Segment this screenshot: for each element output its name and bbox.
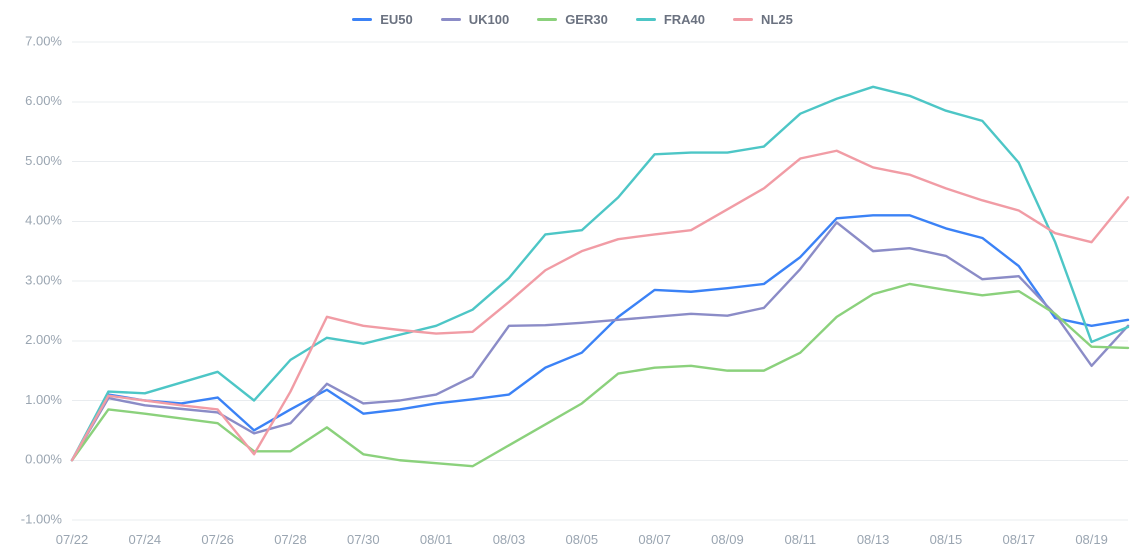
y-tick-label: 7.00%: [25, 33, 62, 48]
y-tick-label: 1.00%: [25, 392, 62, 407]
line-chart: EU50UK100GER30FRA40NL25 -1.00%0.00%1.00%…: [0, 0, 1145, 559]
series-line-fra40[interactable]: [72, 87, 1128, 460]
y-tick-label: -1.00%: [21, 511, 63, 526]
x-tick-label: 08/17: [1002, 532, 1035, 547]
series-line-ger30[interactable]: [72, 284, 1128, 466]
x-tick-label: 08/13: [857, 532, 890, 547]
gridlines: [72, 42, 1128, 520]
x-tick-label: 07/28: [274, 532, 307, 547]
x-tick-label: 07/22: [56, 532, 89, 547]
series-group: [72, 87, 1128, 466]
y-tick-label: 6.00%: [25, 93, 62, 108]
y-axis: -1.00% 0.00% 1.00% 2.00% 3.00% 4.00% 5.00% 6.00…: [21, 33, 63, 526]
x-tick-label: 08/11: [784, 532, 816, 547]
x-tick-label: 08/05: [566, 532, 599, 547]
x-tick-label: 07/30: [347, 532, 380, 547]
x-tick-label: 08/07: [638, 532, 671, 547]
x-tick-label: 08/19: [1075, 532, 1108, 547]
y-tick-label: 3.00%: [25, 272, 62, 287]
series-line-nl25[interactable]: [72, 151, 1128, 461]
x-tick-label: 07/26: [201, 532, 234, 547]
x-tick-label: 07/24: [129, 532, 162, 547]
y-tick-label: 2.00%: [25, 332, 62, 347]
x-tick-label: 08/03: [493, 532, 526, 547]
x-axis: 07/22 07/24 07/26 07/28 07/30 08/01 08/03 08/05…: [56, 532, 1108, 547]
x-tick-label: 08/01: [420, 532, 453, 547]
x-tick-label: 08/15: [930, 532, 963, 547]
y-tick-label: 0.00%: [25, 452, 62, 467]
chart-plot: -1.00% 0.00% 1.00% 2.00% 3.00% 4.00% 5.00% 6.00…: [0, 0, 1145, 559]
x-tick-label: 08/09: [711, 532, 744, 547]
y-tick-label: 5.00%: [25, 153, 62, 168]
y-tick-label: 4.00%: [25, 213, 62, 228]
